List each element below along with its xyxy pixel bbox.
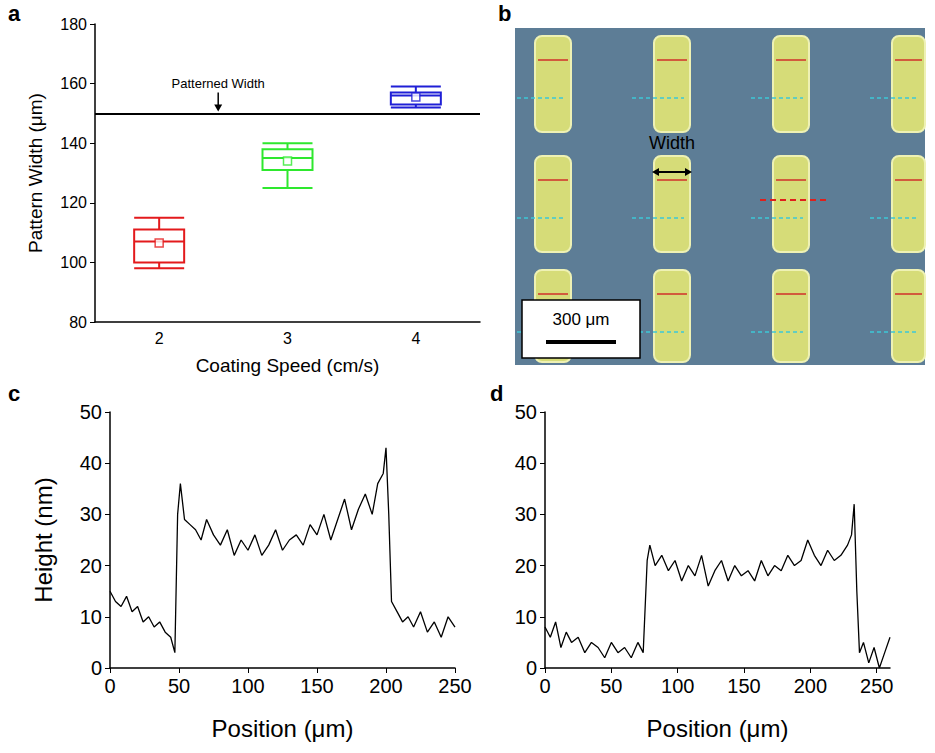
- svg-text:250: 250: [860, 675, 893, 697]
- svg-text:Pattern Width (μm): Pattern Width (μm): [25, 93, 46, 253]
- svg-text:200: 200: [369, 675, 402, 697]
- svg-text:140: 140: [60, 135, 87, 152]
- svg-text:100: 100: [231, 675, 264, 697]
- svg-text:3: 3: [283, 330, 292, 347]
- svg-text:50: 50: [515, 401, 537, 423]
- svg-text:250: 250: [438, 675, 471, 697]
- svg-text:180: 180: [60, 16, 87, 33]
- svg-text:30: 30: [515, 503, 537, 525]
- svg-text:4: 4: [411, 330, 420, 347]
- svg-text:0: 0: [526, 657, 537, 679]
- svg-text:Height (nm): Height (nm): [30, 477, 57, 602]
- svg-text:c: c: [8, 381, 20, 406]
- svg-text:10: 10: [80, 606, 102, 628]
- svg-text:100: 100: [661, 675, 694, 697]
- svg-text:40: 40: [80, 452, 102, 474]
- svg-text:200: 200: [794, 675, 827, 697]
- svg-text:50: 50: [80, 401, 102, 423]
- svg-text:Width: Width: [649, 133, 695, 153]
- svg-text:0: 0: [91, 657, 102, 679]
- svg-text:20: 20: [80, 555, 102, 577]
- svg-text:30: 30: [80, 503, 102, 525]
- svg-text:300 μm: 300 μm: [552, 310, 609, 329]
- svg-text:150: 150: [727, 675, 760, 697]
- svg-text:0: 0: [104, 675, 115, 697]
- svg-text:40: 40: [515, 452, 537, 474]
- svg-text:a: a: [8, 1, 21, 26]
- svg-text:50: 50: [168, 675, 190, 697]
- svg-text:100: 100: [60, 254, 87, 271]
- svg-text:2: 2: [155, 330, 164, 347]
- svg-text:b: b: [498, 1, 511, 26]
- svg-text:80: 80: [69, 314, 87, 331]
- svg-text:50: 50: [600, 675, 622, 697]
- svg-text:120: 120: [60, 194, 87, 211]
- svg-text:Coating Speed (cm/s): Coating Speed (cm/s): [196, 355, 380, 376]
- svg-text:20: 20: [515, 555, 537, 577]
- svg-text:10: 10: [515, 606, 537, 628]
- svg-text:Position (μm): Position (μm): [212, 715, 354, 742]
- svg-text:160: 160: [60, 75, 87, 92]
- svg-text:150: 150: [300, 675, 333, 697]
- svg-text:d: d: [490, 381, 503, 406]
- svg-text:Position (μm): Position (μm): [647, 715, 789, 742]
- svg-text:0: 0: [539, 675, 550, 697]
- svg-text:Patterned Width: Patterned Width: [172, 76, 265, 91]
